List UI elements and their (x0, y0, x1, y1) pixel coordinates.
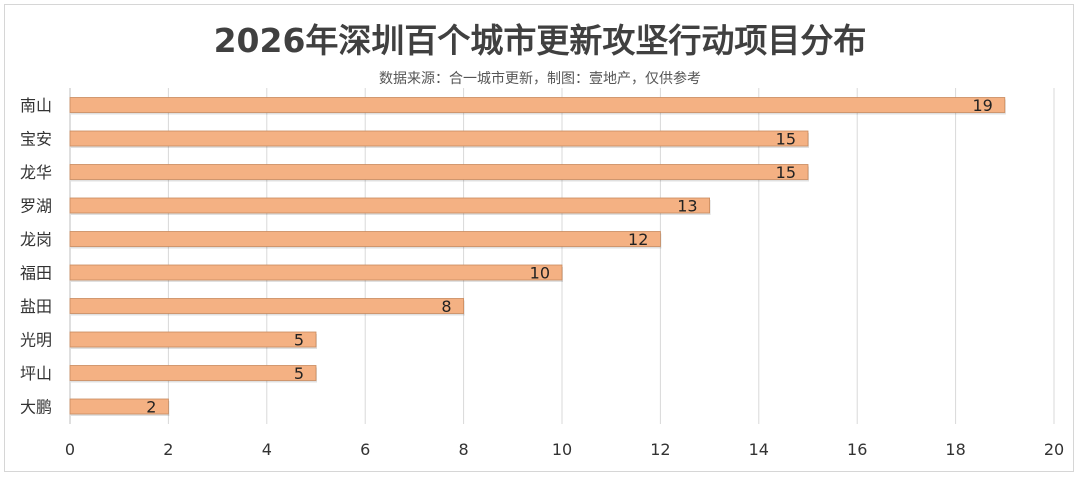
chart-title: 2026年深圳百个城市更新攻坚行动项目分布 (213, 21, 867, 60)
data-label: 5 (294, 331, 304, 350)
x-axis-ticks: 0 2 4 6 8 10 12 14 16 18 20 (65, 440, 1064, 459)
x-tick-label: 2 (163, 440, 173, 459)
x-tick-label: 18 (945, 440, 965, 459)
bar-南山 (69, 97, 1006, 113)
x-tick-label: 16 (847, 440, 867, 459)
category-label: 罗湖 (20, 197, 52, 216)
category-label: 大鹏 (20, 398, 52, 417)
bar-光明 (69, 331, 317, 348)
bar-大鹏 (69, 398, 169, 415)
x-tick-label: 8 (459, 440, 469, 459)
bar-宝安 (69, 130, 809, 147)
category-label: 光明 (20, 331, 52, 350)
bar-龙华 (69, 164, 809, 180)
bars: 19 15 15 13 12 10 8 5 5 2 (69, 96, 1006, 417)
x-tick-label: 10 (552, 440, 572, 459)
category-label: 盐田 (20, 297, 52, 316)
data-label: 2 (146, 398, 156, 417)
category-label: 南山 (20, 96, 52, 115)
x-tick-label: 12 (650, 440, 670, 459)
category-label: 福田 (20, 264, 52, 283)
x-tick-label: 4 (262, 440, 272, 459)
data-label: 8 (441, 297, 451, 316)
bar-福田 (69, 264, 563, 281)
bar-龙岗 (69, 231, 661, 247)
category-label: 龙岗 (20, 230, 52, 249)
x-tick-label: 6 (360, 440, 370, 459)
data-label: 10 (530, 264, 550, 283)
data-label: 15 (776, 130, 796, 149)
category-label: 宝安 (20, 130, 52, 149)
data-label: 15 (776, 163, 796, 182)
x-tick-label: 20 (1044, 440, 1064, 459)
bar-盐田 (69, 298, 465, 314)
data-label: 12 (628, 230, 648, 249)
x-tick-label: 14 (749, 440, 769, 459)
category-label: 龙华 (20, 163, 52, 182)
chart-subtitle: 数据来源：合一城市更新，制图：壹地产，仅供参考 (379, 71, 701, 87)
category-label: 坪山 (20, 364, 52, 383)
bar-罗湖 (69, 197, 710, 214)
data-label: 5 (294, 364, 304, 383)
data-label: 19 (972, 96, 992, 115)
data-label: 13 (677, 197, 697, 216)
x-tick-label: 0 (65, 440, 75, 459)
bar-坪山 (69, 365, 317, 381)
